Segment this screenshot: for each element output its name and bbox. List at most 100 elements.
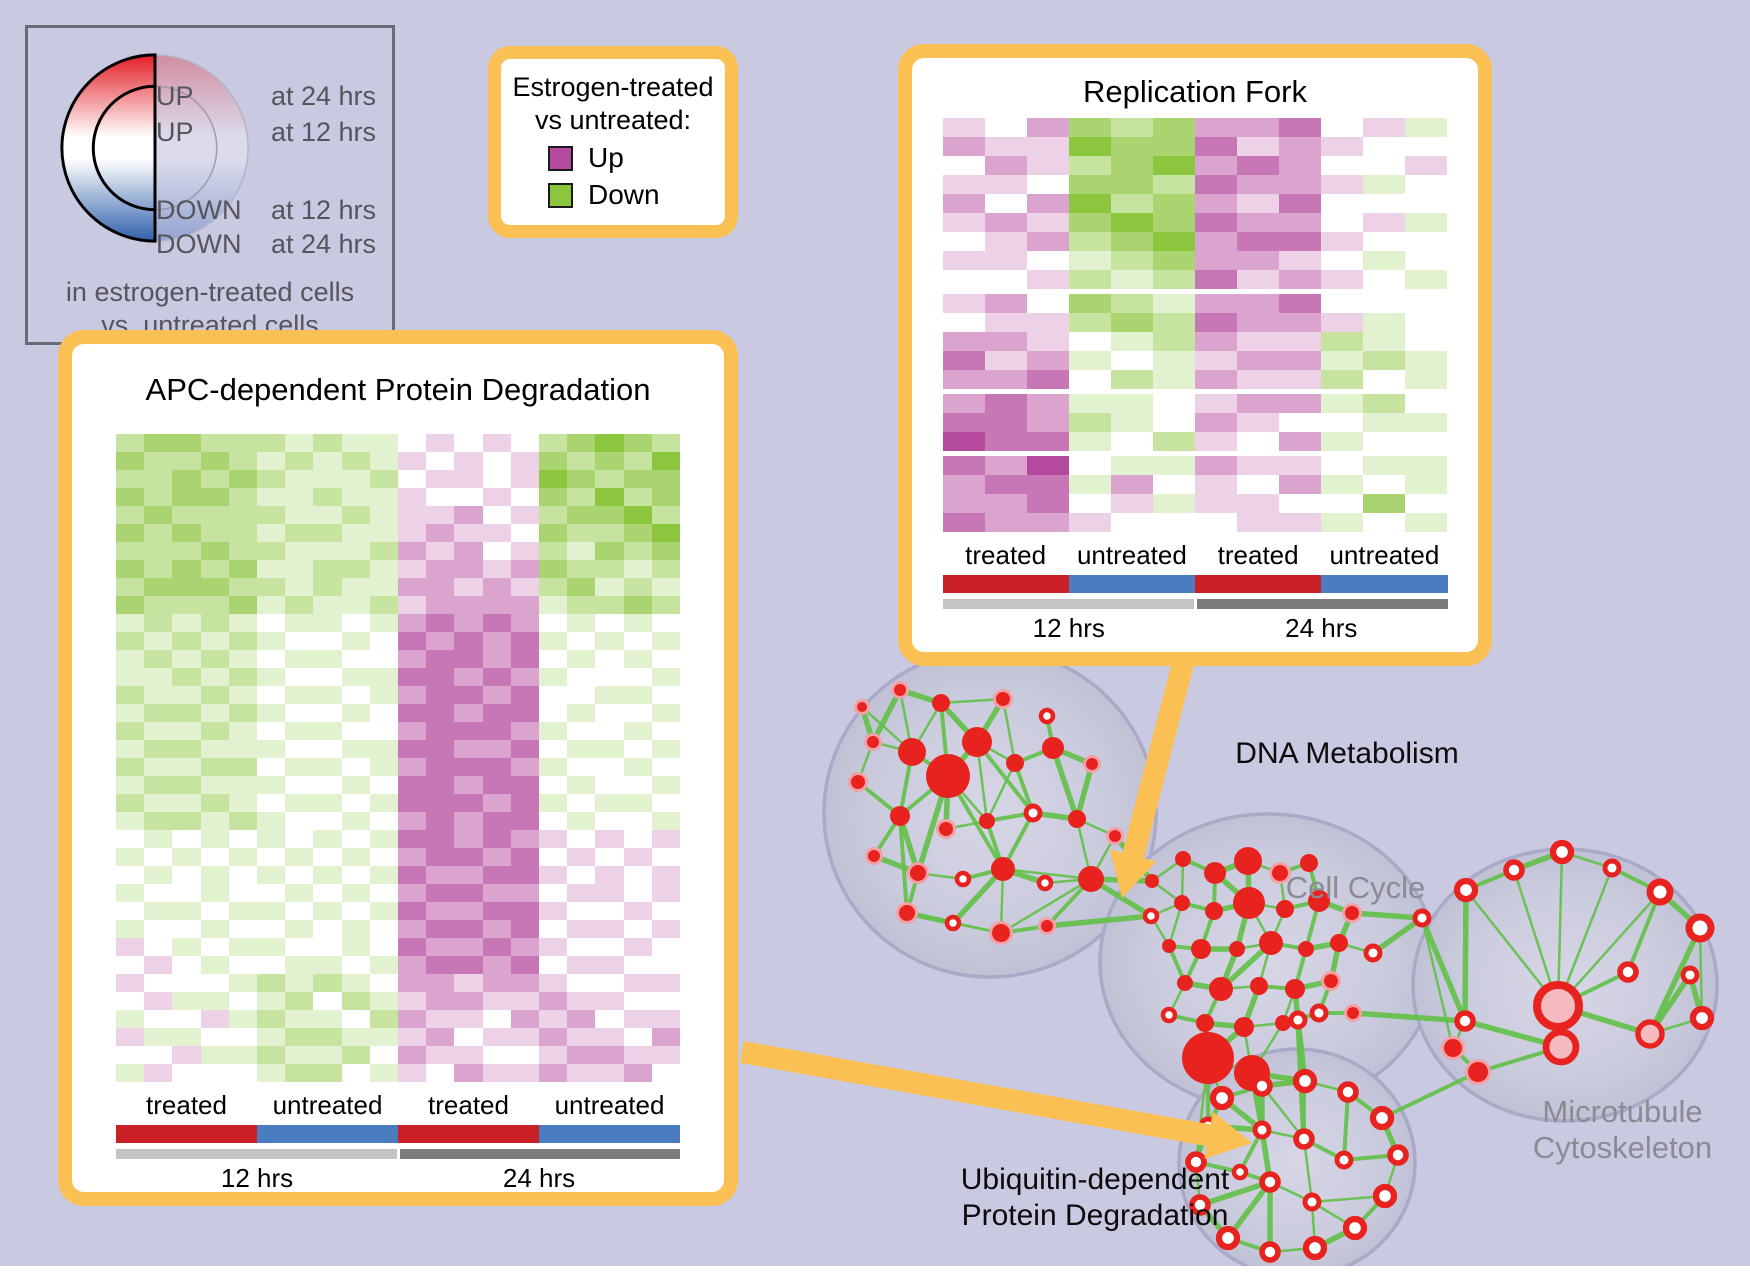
time-labels: 12 hrs 24 hrs bbox=[116, 1163, 680, 1194]
heatmap-cell bbox=[1321, 251, 1364, 270]
heatmap-cell bbox=[116, 740, 145, 758]
heatmap-cell bbox=[228, 434, 258, 452]
heatmap-cell bbox=[257, 452, 286, 470]
heatmap-cell bbox=[651, 758, 681, 776]
heatmap-cell bbox=[172, 974, 201, 992]
heatmap-cell bbox=[595, 488, 624, 506]
heatmap-cell bbox=[623, 470, 652, 488]
heatmap-cell bbox=[228, 1010, 258, 1028]
gene-node-red bbox=[1300, 854, 1318, 872]
heatmap-cell bbox=[510, 992, 540, 1010]
heatmap-cell bbox=[228, 542, 258, 560]
heatmap-cell bbox=[285, 938, 314, 956]
heatmap-cell bbox=[257, 812, 286, 830]
heatmap-cell bbox=[1026, 213, 1069, 232]
panel-title: APC-dependent Protein Degradation bbox=[145, 372, 651, 407]
heatmap-cell bbox=[984, 351, 1027, 370]
heatmap-cell bbox=[172, 938, 201, 956]
gene-node-white-ring bbox=[1342, 1215, 1368, 1241]
heatmap-cell bbox=[567, 722, 596, 740]
network-edge bbox=[1349, 910, 1425, 921]
heatmap-cell bbox=[595, 704, 624, 722]
heatmap-cell bbox=[651, 686, 681, 704]
heatmap-row bbox=[942, 313, 1448, 332]
heatmap-cell bbox=[454, 1010, 483, 1028]
heatmap-cell bbox=[398, 542, 427, 560]
heatmap-cell bbox=[595, 596, 624, 614]
heatmap-cell bbox=[623, 866, 652, 884]
heatmap-cell bbox=[1363, 394, 1406, 413]
heatmap-row bbox=[116, 1028, 681, 1046]
gene-node-white-ring bbox=[1038, 707, 1056, 725]
heatmap-cell bbox=[510, 902, 540, 920]
heatmap-cell bbox=[285, 1046, 314, 1064]
heatmap-cell bbox=[984, 251, 1027, 270]
heatmap-cell bbox=[144, 632, 173, 650]
heatmap-cell bbox=[426, 704, 455, 722]
heatmap-cell bbox=[1237, 118, 1280, 137]
heatmap-cell bbox=[1026, 475, 1069, 494]
heatmap-cell bbox=[341, 614, 370, 632]
gene-node-red bbox=[1275, 1015, 1291, 1031]
heatmap-cell bbox=[1279, 513, 1322, 532]
heatmap-cell bbox=[567, 866, 596, 884]
heatmap-cell bbox=[200, 956, 229, 974]
heatmap-cell bbox=[1110, 294, 1153, 313]
heatmap-cell bbox=[1405, 456, 1448, 475]
heatmap-cell bbox=[454, 686, 483, 704]
gene-node-white-ring bbox=[1160, 1006, 1178, 1024]
heatmap-cell bbox=[1152, 118, 1195, 137]
gene-node-red bbox=[1234, 1017, 1254, 1037]
heatmap-cell bbox=[1068, 251, 1111, 270]
heatmap-cell bbox=[228, 740, 258, 758]
heatmap-cell bbox=[341, 686, 370, 704]
heatmap-cell bbox=[1237, 370, 1280, 389]
heatmap-cell bbox=[313, 668, 342, 686]
heatmap-cell bbox=[1405, 394, 1448, 413]
heatmap-cell bbox=[1152, 175, 1195, 194]
heatmap-cell bbox=[1110, 394, 1153, 413]
updown-circle-glyph bbox=[60, 53, 249, 243]
heatmap-cell bbox=[144, 722, 173, 740]
heatmap-cell bbox=[172, 596, 201, 614]
heatmap-cell bbox=[1194, 118, 1238, 137]
heatmap-cell bbox=[228, 992, 258, 1010]
heatmap-row bbox=[942, 118, 1448, 137]
gene-node-red-core bbox=[857, 702, 867, 712]
network-edge bbox=[1462, 887, 1469, 1024]
gene-node-red bbox=[1259, 931, 1283, 955]
heatmap-cell bbox=[285, 614, 314, 632]
heatmap-cell bbox=[539, 470, 568, 488]
heatmap-cell bbox=[567, 812, 596, 830]
heatmap-cell bbox=[482, 578, 511, 596]
heatmap-cell bbox=[341, 434, 370, 452]
heatmap-cell bbox=[984, 118, 1027, 137]
heatmap-cell bbox=[1152, 513, 1195, 532]
heatmap-cell bbox=[398, 668, 427, 686]
heatmap-cell bbox=[200, 902, 229, 920]
heatmap-cell bbox=[313, 650, 342, 668]
heatmap-cell bbox=[313, 866, 342, 884]
heatmap-cell bbox=[623, 1046, 652, 1064]
heatmap-cell bbox=[200, 614, 229, 632]
heatmap-cell bbox=[398, 956, 427, 974]
time-label: 12 hrs bbox=[220, 1163, 294, 1193]
heatmap-cell bbox=[285, 524, 314, 542]
gene-node-white-ring bbox=[1646, 878, 1674, 906]
heatmap-cell bbox=[651, 452, 681, 470]
heatmap-cell bbox=[313, 722, 342, 740]
heatmap-cell bbox=[510, 938, 540, 956]
heatmap-cell bbox=[426, 884, 455, 902]
heatmap-cell bbox=[1026, 332, 1069, 351]
heatmap-cell bbox=[172, 1028, 201, 1046]
heatmap-cell bbox=[1026, 156, 1069, 175]
heatmap-cell bbox=[539, 704, 568, 722]
heatmap-cell bbox=[341, 884, 370, 902]
network-edge bbox=[1380, 1070, 1480, 1120]
heatmap-cell bbox=[172, 668, 201, 686]
heatmap-cell bbox=[144, 938, 173, 956]
gene-node-white-ring bbox=[1549, 839, 1575, 865]
heatmap-cell bbox=[369, 740, 399, 758]
heatmap-cell bbox=[510, 578, 540, 596]
heatmap-cell bbox=[1279, 494, 1322, 513]
